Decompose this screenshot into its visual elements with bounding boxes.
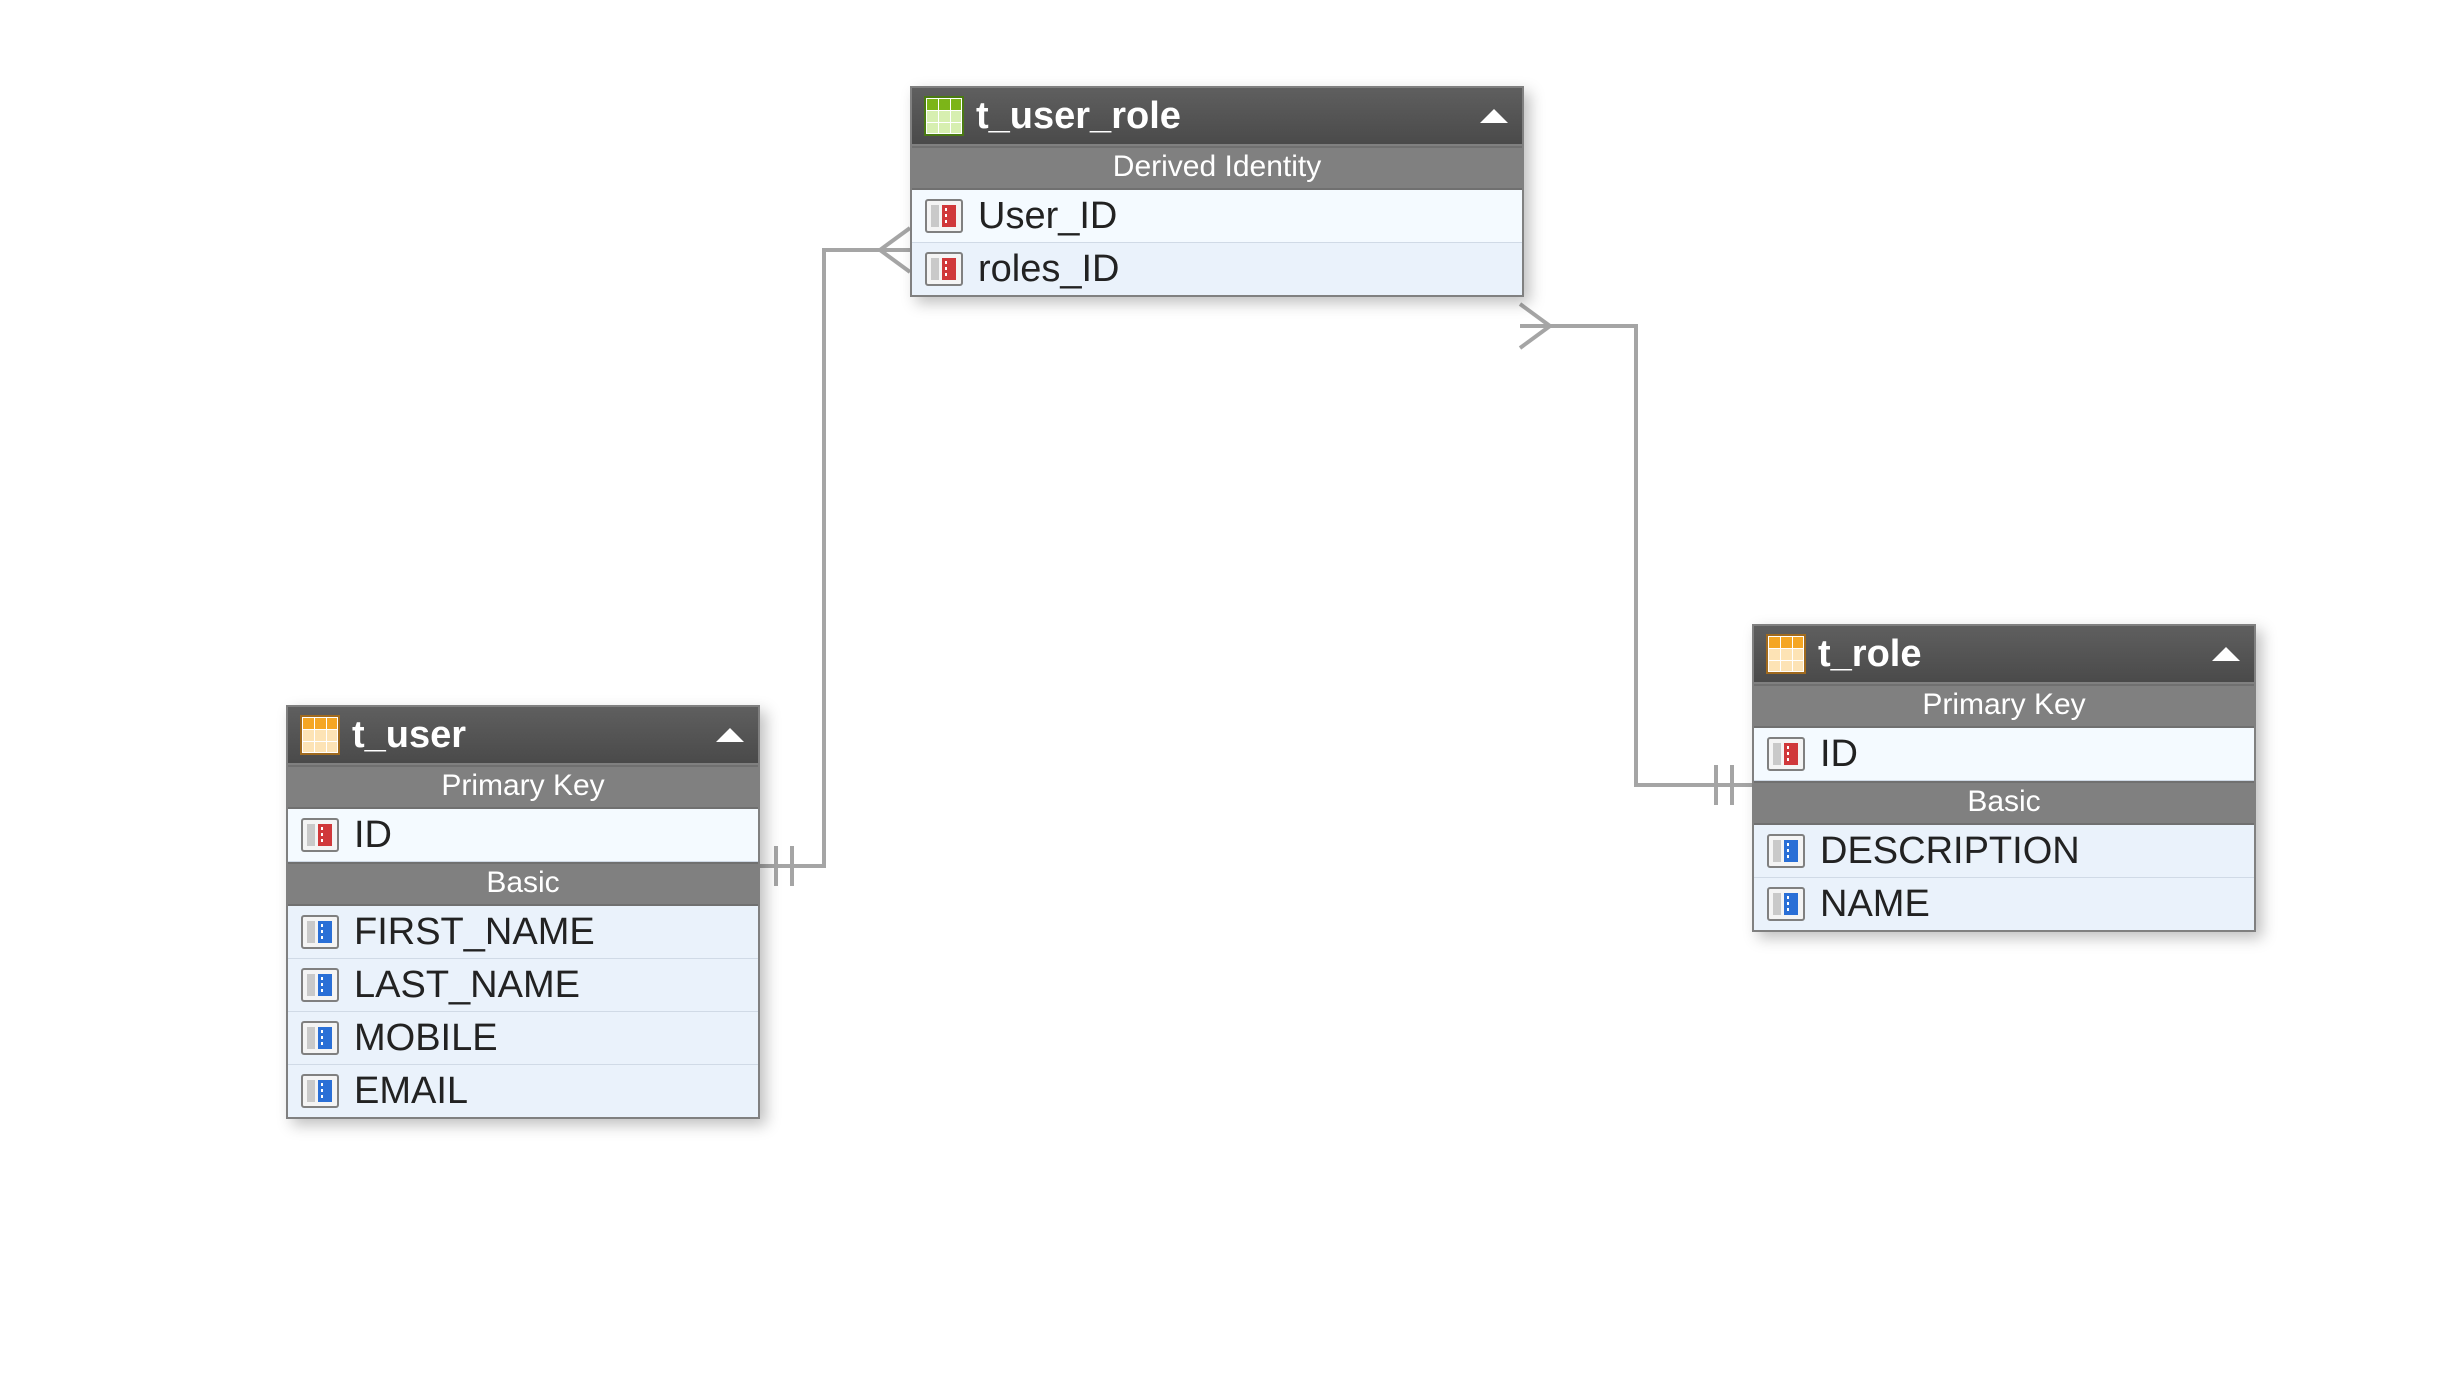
entity-t-user-role[interactable]: t_user_role Derived Identity User_ID [910,86,1524,297]
cardinality-many [1520,304,1550,348]
column-row[interactable]: LAST_NAME [288,959,758,1012]
column-name: LAST_NAME [342,964,580,1007]
edge-user-to-userrole [756,250,910,866]
section-label: Derived Identity [912,146,1522,190]
entity-t-user[interactable]: t_user Primary Key ID Basic [286,705,760,1119]
section-label: Primary Key [1754,684,2254,728]
column-icon [298,963,342,1007]
column-icon [298,910,342,954]
collapse-icon[interactable] [2212,647,2240,661]
section-label: Basic [1754,781,2254,825]
column-row[interactable]: NAME [1754,878,2254,930]
cardinality-one-mandatory [776,846,792,886]
entity-header[interactable]: t_user_role [912,88,1522,146]
column-row-id[interactable]: ID [288,809,758,862]
collapse-icon[interactable] [716,728,744,742]
column-name: DESCRIPTION [1808,830,2080,873]
column-name: roles_ID [966,248,1120,291]
cardinality-one-mandatory [1716,765,1732,805]
entity-title: t_user [342,714,716,757]
column-name: ID [342,814,392,857]
entity-title: t_role [1808,633,2212,676]
column-row[interactable]: DESCRIPTION [1754,825,2254,878]
er-diagram-canvas: t_user Primary Key ID Basic [0,0,2444,1398]
column-name: User_ID [966,195,1117,238]
collapse-icon[interactable] [1480,109,1508,123]
table-icon [298,713,342,757]
column-name: MOBILE [342,1017,498,1060]
column-row-id[interactable]: ID [1754,728,2254,781]
edge-userrole-to-role [1520,326,1752,785]
entity-title: t_user_role [966,95,1480,138]
column-row[interactable]: FIRST_NAME [288,906,758,959]
section-label: Basic [288,862,758,906]
cardinality-many [880,228,910,272]
column-icon [298,1016,342,1060]
column-icon [1764,829,1808,873]
table-icon [922,94,966,138]
column-name: NAME [1808,883,1930,926]
column-row[interactable]: EMAIL [288,1065,758,1117]
column-row[interactable]: roles_ID [912,243,1522,295]
entity-t-role[interactable]: t_role Primary Key ID Basic [1752,624,2256,932]
entity-header[interactable]: t_role [1754,626,2254,684]
table-icon [1764,632,1808,676]
pk-icon [1764,732,1808,776]
entity-header[interactable]: t_user [288,707,758,765]
fk-icon [922,194,966,238]
section-label: Primary Key [288,765,758,809]
column-icon [1764,882,1808,926]
column-row[interactable]: User_ID [912,190,1522,243]
column-icon [298,1069,342,1113]
column-name: FIRST_NAME [342,911,595,954]
pk-icon [298,813,342,857]
fk-icon [922,247,966,291]
column-name: EMAIL [342,1070,468,1113]
column-name: ID [1808,733,1858,776]
column-row[interactable]: MOBILE [288,1012,758,1065]
